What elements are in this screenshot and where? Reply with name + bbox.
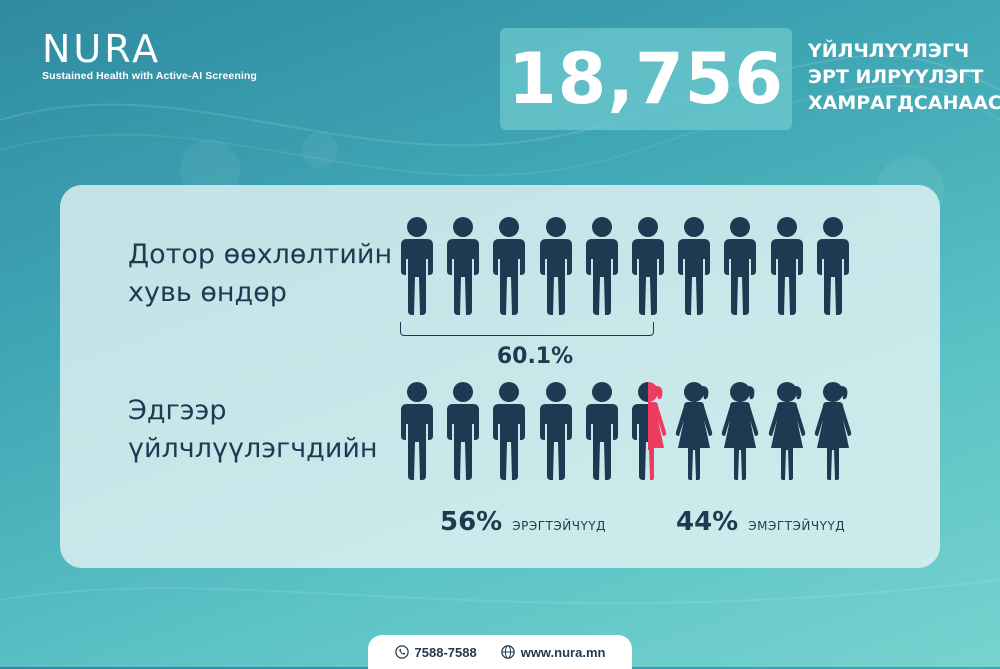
label-line: Эдгээр	[128, 395, 227, 426]
female-label: ЭМЭГТЭЙЧҮҮД	[748, 519, 846, 533]
male-figure-icon	[539, 382, 572, 480]
phone-number: 7588-7588	[414, 644, 477, 660]
male-figure-icon	[724, 217, 757, 315]
brand-tagline: Sustained Health with Active-AI Screenin…	[42, 70, 257, 82]
male-percent: 56%	[440, 507, 503, 537]
female-figure-icon	[814, 382, 851, 480]
male-figure-icon	[447, 217, 480, 315]
female-percent: 44%	[676, 507, 739, 537]
female-figure-icon	[768, 382, 805, 480]
headline-stat-box: 18,756	[500, 28, 792, 130]
gender-people-row	[395, 380, 865, 480]
female-stat: 44% ЭМЭГТЭЙЧҮҮД	[676, 507, 845, 537]
male-stat: 56% ЭРЭГТЭЙЧҮҮД	[440, 507, 606, 537]
label-line: үйлчлүүлэгчдийн	[128, 433, 378, 464]
globe-icon	[500, 645, 515, 659]
footer-contact: 7588-7588 www.nura.mn	[368, 635, 632, 669]
caption-line: ХАМРАГДСАНААС	[808, 92, 1000, 114]
male-figure-icon	[632, 217, 664, 315]
female-figure-icon	[722, 382, 759, 480]
headline-stat-value: 18,756	[507, 38, 785, 120]
brand-block: NURA Sustained Health with Active-AI Scr…	[42, 30, 257, 82]
male-figure-icon	[401, 382, 433, 480]
website-url: www.nura.mn	[520, 644, 606, 660]
headline-stat-caption: ҮЙЛЧЛҮҮЛЭГЧ ЭРТ ИЛРҮҮЛЭГТ ХАМРАГДСАНААС	[808, 38, 1000, 116]
male-label: ЭРЭГТЭЙЧҮҮД	[512, 519, 606, 533]
male-figure-icon	[585, 382, 618, 480]
male-figure-icon	[585, 217, 618, 315]
website-link[interactable]: www.nura.mn	[500, 644, 606, 660]
percent-bracket	[400, 322, 654, 336]
male-figure-icon	[493, 217, 526, 315]
caption-line: ЭРТ ИЛРҮҮЛЭГТ	[808, 66, 984, 88]
male-figure-icon	[770, 217, 803, 315]
split-figure-icon	[632, 382, 667, 480]
phone-icon	[394, 645, 409, 659]
male-figure-icon	[401, 217, 433, 315]
obesity-row-label: Дотор өөхлөлтийн хувь өндөр	[128, 236, 392, 312]
male-figure-icon	[678, 217, 711, 315]
female-figure-icon	[675, 382, 713, 480]
label-line: хувь өндөр	[128, 277, 287, 308]
phone-contact[interactable]: 7588-7588	[394, 644, 477, 660]
obesity-people-row	[395, 215, 865, 315]
gender-row-label: Эдгээр үйлчлүүлэгчдийн	[128, 392, 378, 468]
male-figure-icon	[539, 217, 572, 315]
male-figure-icon	[447, 382, 480, 480]
obesity-percent: 60.1%	[496, 344, 574, 369]
male-figure-icon	[493, 382, 526, 480]
nura-logo: NURA	[42, 27, 162, 71]
male-figure-icon	[816, 217, 849, 315]
caption-line: ҮЙЛЧЛҮҮЛЭГЧ	[808, 40, 970, 62]
label-line: Дотор өөхлөлтийн	[128, 239, 393, 270]
